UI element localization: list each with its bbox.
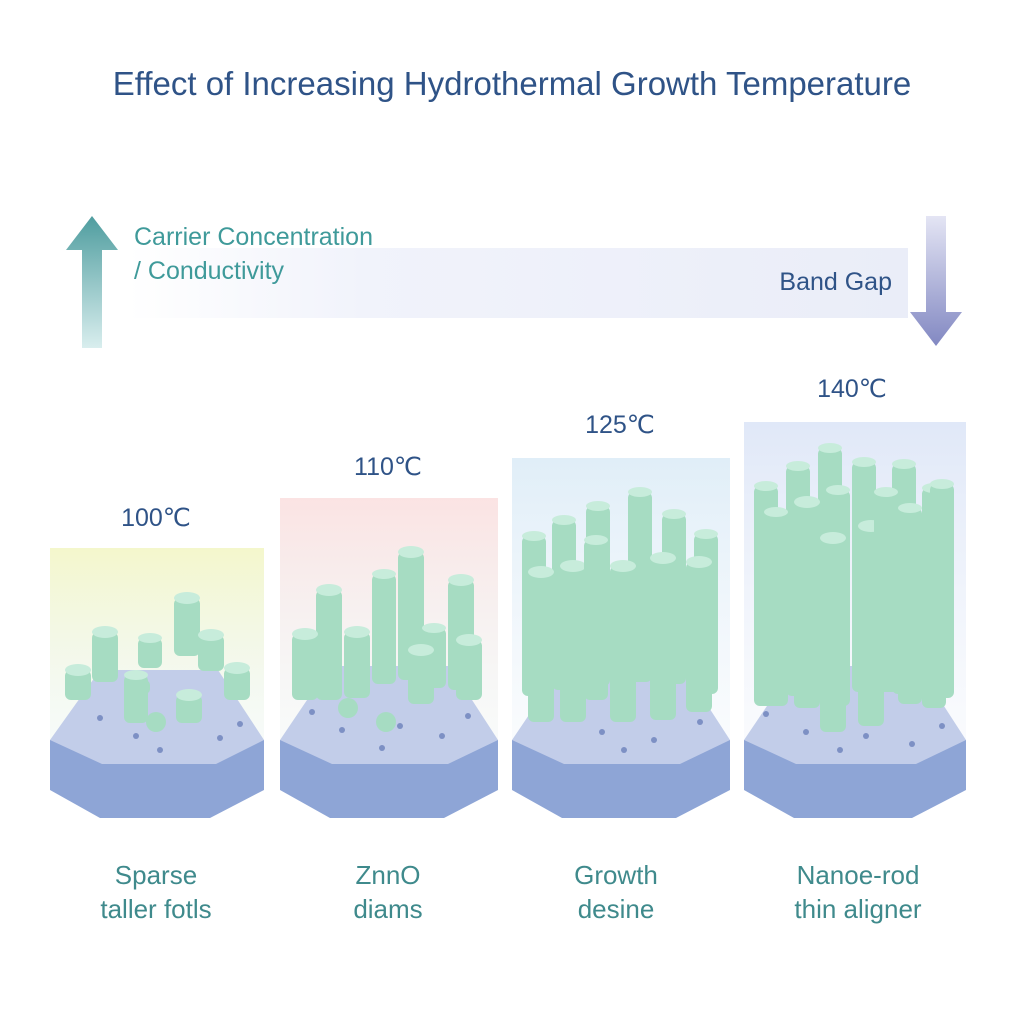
stage-panel-100 [50, 548, 264, 818]
temperature-label-100: 100℃ [121, 504, 191, 532]
nanorods [65, 592, 250, 732]
stage-panel-110 [280, 498, 498, 818]
carrier-concentration-label: Carrier Concentration / Conductivity [134, 223, 373, 285]
arrow-up-icon [66, 216, 118, 348]
temperature-label-110: 110℃ [354, 453, 422, 481]
stage-panel-140 [744, 422, 966, 818]
stage-caption-125: Growth desine [574, 860, 658, 924]
stage-caption-100: Sparse taller fotls [100, 860, 212, 924]
stage-panel-125 [512, 458, 730, 818]
stage-caption-110: ZnnO diams [353, 860, 423, 924]
band-gap-label: Band Gap [779, 268, 892, 296]
temperature-label-140: 140℃ [817, 375, 887, 403]
temperature-label-125: 125℃ [585, 411, 655, 439]
arrow-down-icon [910, 216, 962, 346]
stage-caption-140: Nanoe-rod thin aligner [794, 860, 922, 924]
indicator-band [128, 248, 908, 318]
diagram-title: Effect of Increasing Hydrothermal Growth… [112, 65, 912, 102]
